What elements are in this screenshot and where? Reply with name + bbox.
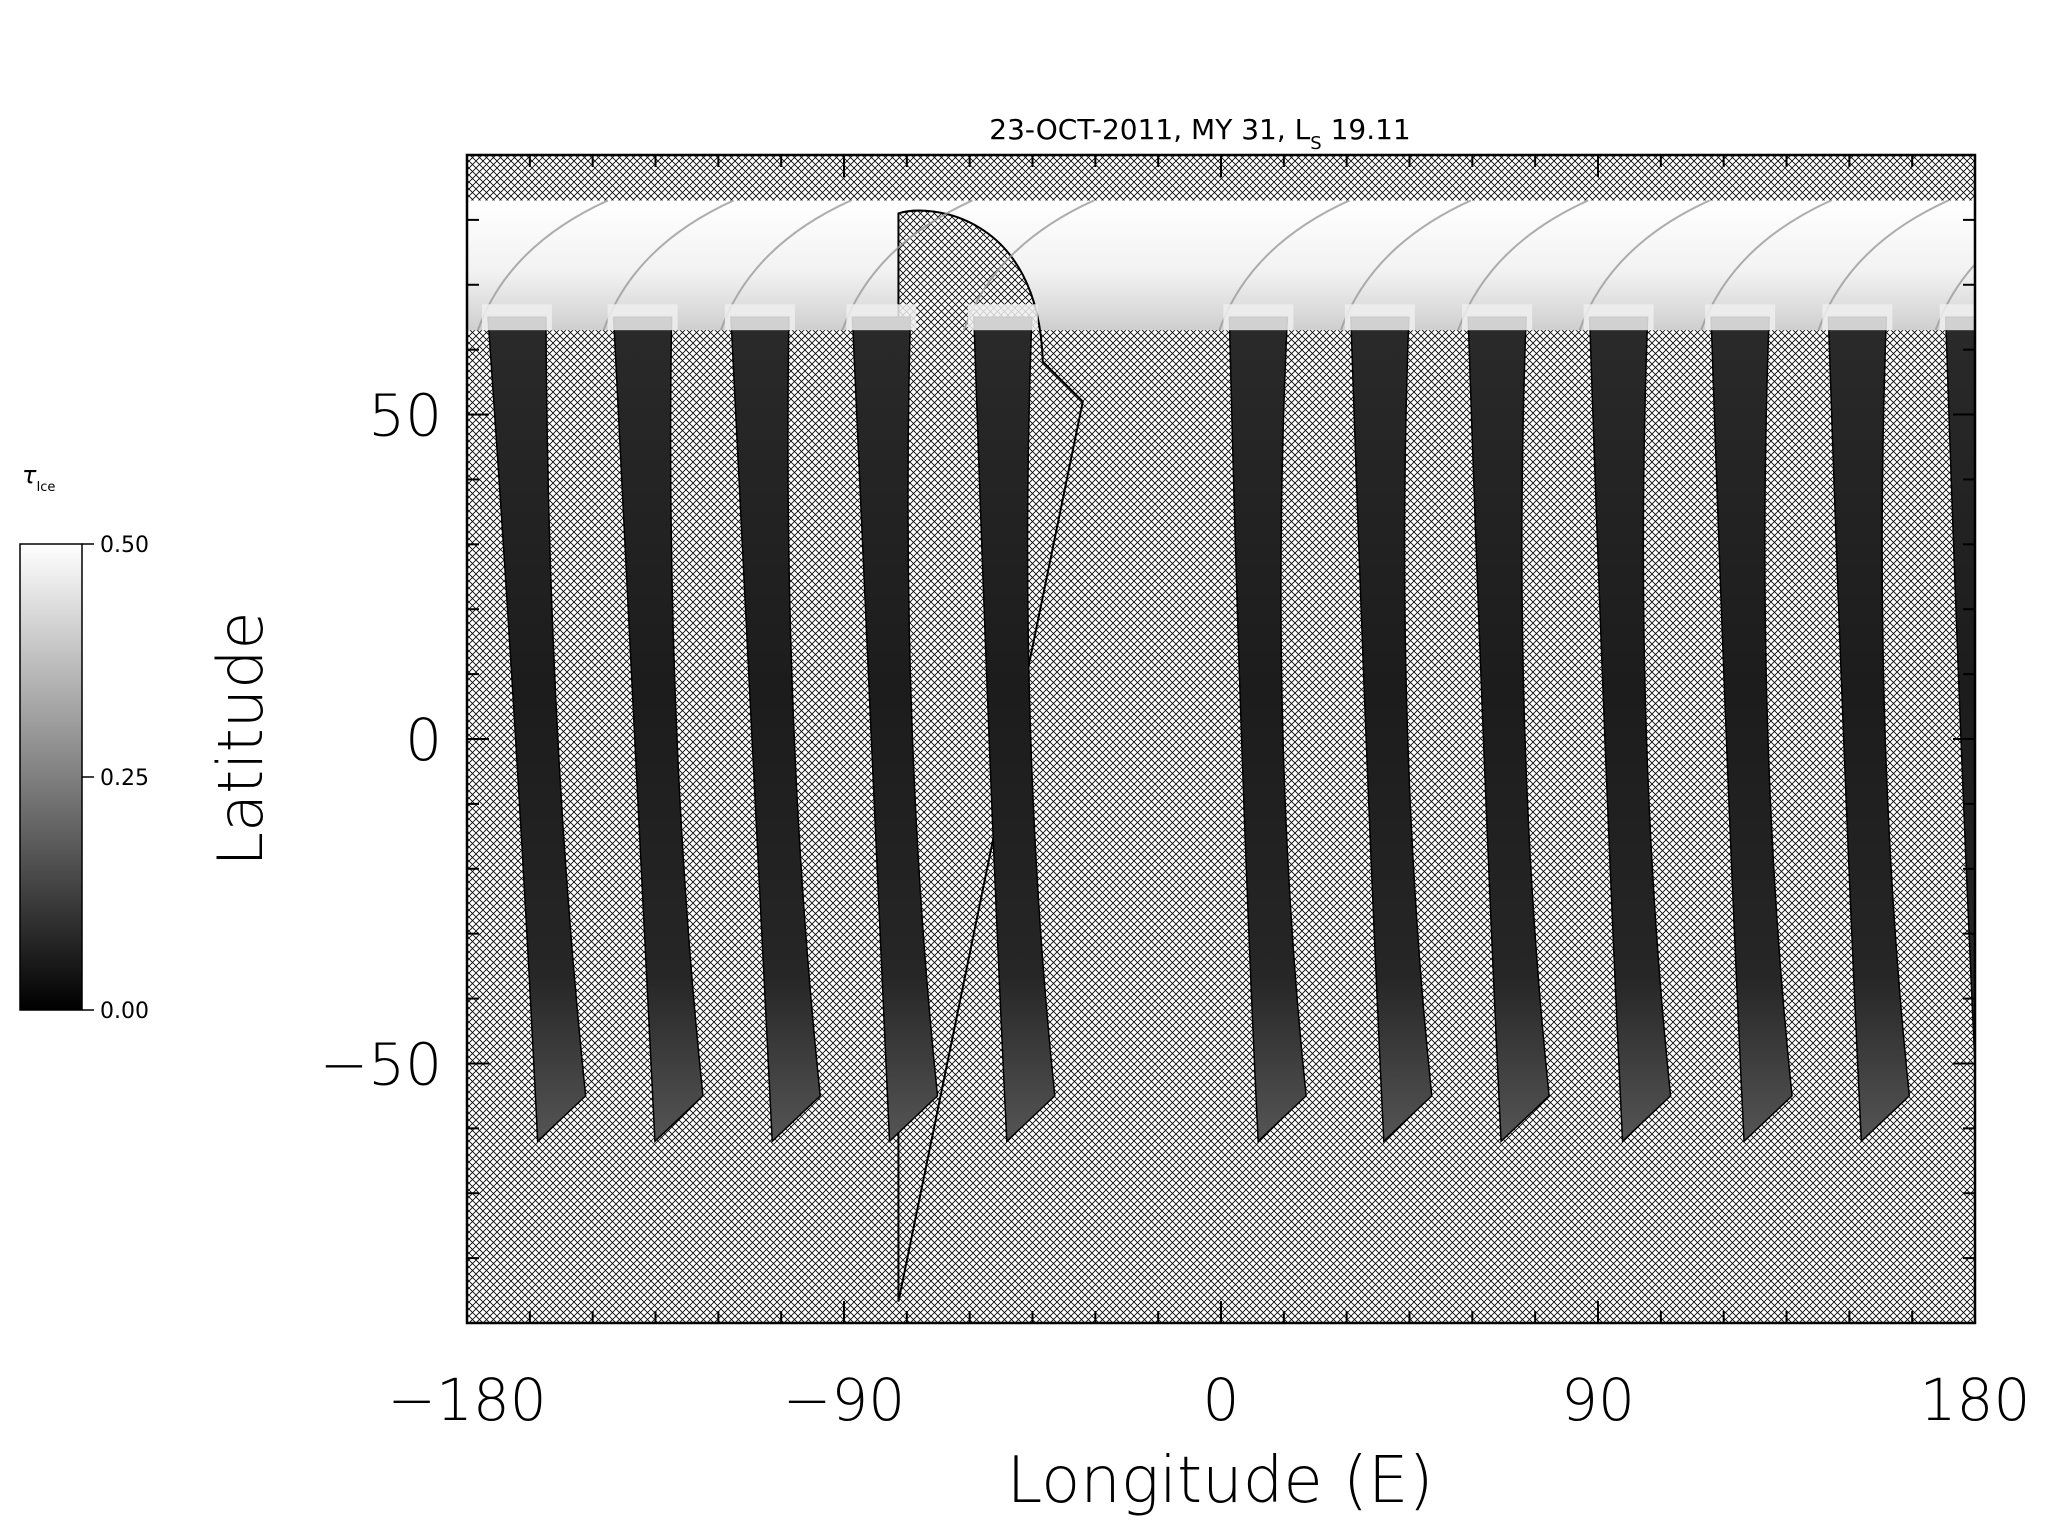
colorbar-ticks: 0.00 0.25 0.50 <box>82 533 149 1024</box>
swath-cap-highlight <box>1822 304 1893 331</box>
swath-cap-highlight <box>607 304 678 331</box>
swath-10 <box>1710 316 1793 1143</box>
x-tick-label: 90 <box>1561 1366 1635 1434</box>
swath-2 <box>612 316 704 1143</box>
swath-cap-highlight <box>1223 304 1294 331</box>
y-tick-label: 50 <box>368 382 442 450</box>
swath-cap-highlight <box>1705 304 1776 331</box>
swath-9 <box>1588 316 1672 1143</box>
swath-12 <box>1944 316 1975 1082</box>
swath-cap-highlight <box>481 304 552 331</box>
colorbar-tick-label: 0.25 <box>100 766 149 791</box>
x-tick-label: −180 <box>387 1366 546 1434</box>
swath-11 <box>1827 316 1911 1143</box>
axis-ticks <box>466 154 1976 1324</box>
swath-8 <box>1467 316 1550 1143</box>
tick-labels: −180 −90 0 90 180 −50 0 50 <box>320 382 2031 1434</box>
x-tick-label: 180 <box>1920 1366 2031 1434</box>
swath-7 <box>1350 316 1433 1143</box>
swath-cap-highlight <box>724 304 795 331</box>
colorbar-tick-label: 0.00 <box>100 999 149 1024</box>
colorbar: τIce 0.00 0.25 0.50 <box>19 461 149 1024</box>
swath-cap-highlight <box>1462 304 1533 331</box>
colorbar-title: τIce <box>22 461 55 495</box>
swath-cap-highlight <box>967 304 1038 331</box>
swath-cap-highlight <box>846 304 917 331</box>
swath-cap-highlight <box>1344 304 1415 331</box>
x-tick-label: −90 <box>783 1366 905 1434</box>
swath-3 <box>730 316 822 1143</box>
colorbar-gradient <box>19 543 83 1011</box>
y-axis-label: Latitude <box>204 611 277 866</box>
map-data-layer <box>467 199 1975 1302</box>
colorbar-tick-label: 0.50 <box>100 533 149 558</box>
swath-5 <box>973 316 1056 1143</box>
swath-cap-highlight <box>1583 304 1654 331</box>
swath-6 <box>1228 316 1307 1143</box>
swath-4 <box>851 316 939 1143</box>
y-tick-label: −50 <box>320 1030 442 1098</box>
swath-1 <box>487 316 587 1143</box>
y-tick-label: 0 <box>405 706 442 774</box>
x-axis-label: Longitude (E) <box>1007 1444 1434 1518</box>
chart-title: 23-OCT-2011, MY 31, LS 19.11 <box>989 113 1411 154</box>
swath-cap-highlight <box>1939 304 1975 331</box>
x-tick-label: 0 <box>1203 1366 1240 1434</box>
